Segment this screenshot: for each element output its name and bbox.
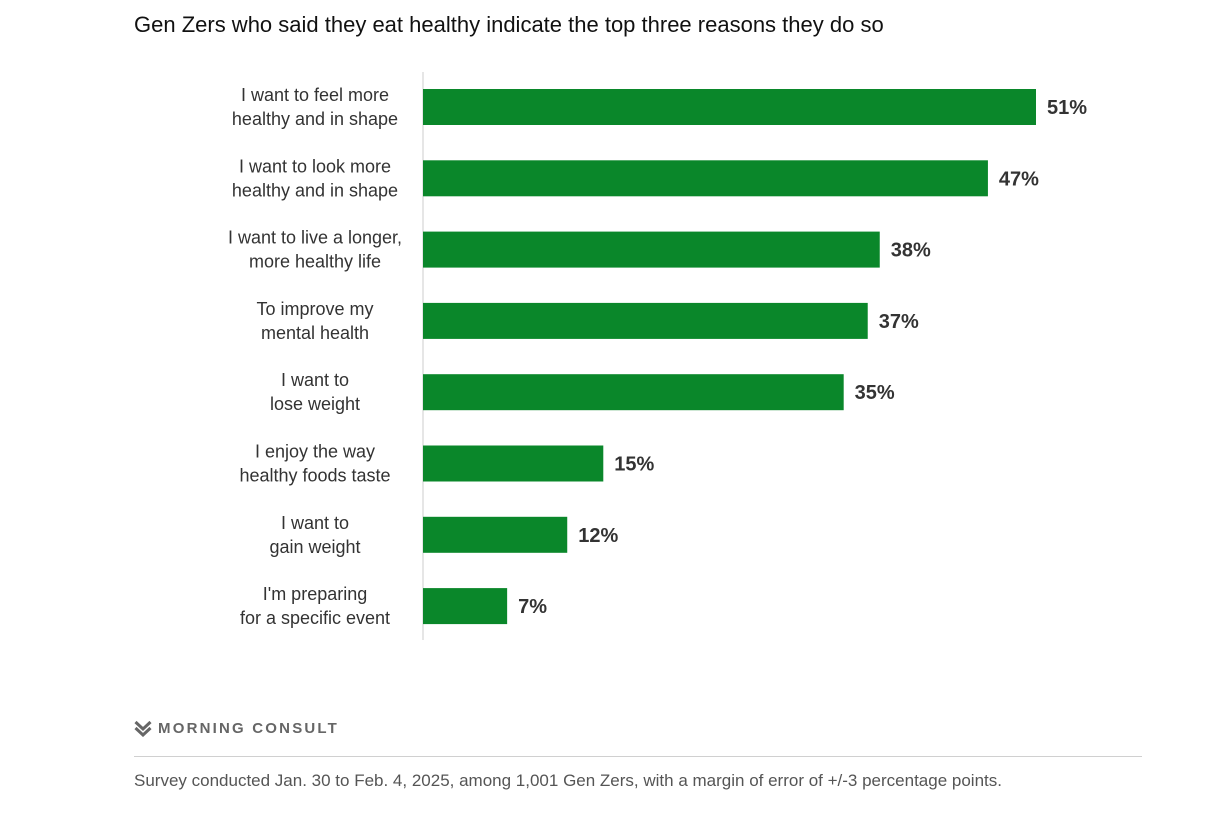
bar-value-label: 38% xyxy=(891,240,931,262)
bar-value-label: 47% xyxy=(999,168,1039,190)
chart-title: Gen Zers who said they eat healthy indic… xyxy=(134,12,884,37)
bar xyxy=(423,516,568,553)
category-label: I enjoy the way healthy foods taste xyxy=(239,442,390,486)
bar-value-label: 15% xyxy=(614,454,654,476)
bar xyxy=(423,302,868,339)
bar-value-label: 51% xyxy=(1047,97,1087,119)
category-label: I'm preparing for a specific event xyxy=(240,584,390,628)
category-label: To improve my mental health xyxy=(256,299,373,343)
bar-value-label: 37% xyxy=(879,311,919,333)
bar xyxy=(423,89,1036,125)
brand-name: MORNING CONSULT xyxy=(158,719,340,737)
brand-logo: MORNING CONSULT xyxy=(134,717,339,739)
bar xyxy=(423,231,880,268)
bar-value-label: 7% xyxy=(518,596,547,618)
category-label: I want to live a longer, more healthy lif… xyxy=(228,228,402,272)
category-label: I want to gain weight xyxy=(269,513,360,557)
bar-value-label: 12% xyxy=(578,525,618,547)
survey-footnote: Survey conducted Jan. 30 to Feb. 4, 2025… xyxy=(134,771,1002,790)
bar xyxy=(423,160,988,197)
footer-divider xyxy=(134,756,1142,757)
bar xyxy=(423,374,844,411)
bar-value-label: 35% xyxy=(855,382,895,404)
bar xyxy=(423,588,508,625)
bar xyxy=(423,445,604,482)
category-label: I want to lose weight xyxy=(270,370,360,414)
category-label: I want to feel more healthy and in shape xyxy=(232,85,398,129)
category-label: I want to look more healthy and in shape xyxy=(232,156,398,200)
morning-consult-logo-icon xyxy=(134,720,152,737)
bar-chart: 51% I want to feel more healthy and in sha… xyxy=(228,72,1087,640)
